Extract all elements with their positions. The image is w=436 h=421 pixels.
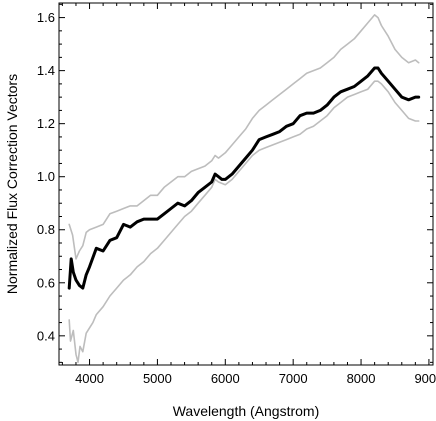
y-tick-label: 1.4 bbox=[37, 63, 55, 78]
plot-frame bbox=[58, 2, 434, 366]
x-tick-label: 5000 bbox=[143, 371, 172, 386]
series-line-mean bbox=[67, 66, 421, 290]
y-tick-label: 0.6 bbox=[37, 275, 55, 290]
y-tick-label: 1.0 bbox=[37, 169, 55, 184]
x-tick-label: 6000 bbox=[211, 371, 240, 386]
x-tick-label: 7000 bbox=[279, 371, 308, 386]
x-axis-label: Wavelength (Angstrom) bbox=[173, 403, 320, 419]
x-tick-label: 8000 bbox=[347, 371, 376, 386]
y-axis-label: Normalized Flux Correction Vectors bbox=[4, 74, 20, 294]
series-layer bbox=[67, 14, 421, 364]
series-line-lower-envelope bbox=[68, 80, 420, 364]
y-tick-label: 0.4 bbox=[37, 328, 55, 343]
y-tick-label: 1.6 bbox=[37, 10, 55, 25]
series-line-upper-envelope bbox=[68, 14, 420, 260]
y-tick-label: 1.2 bbox=[37, 116, 55, 131]
x-tick-label: 4000 bbox=[75, 371, 104, 386]
y-tick-label: 0.8 bbox=[37, 222, 55, 237]
